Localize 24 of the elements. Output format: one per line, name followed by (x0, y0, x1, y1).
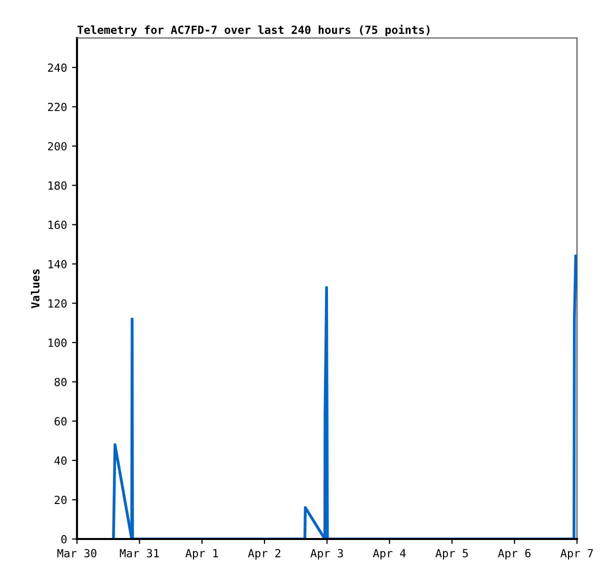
y-tick-label: 120 (48, 299, 67, 308)
y-tick-label: 180 (48, 181, 67, 190)
y-tick-label: 160 (48, 220, 67, 230)
y-tick-label: 60 (54, 417, 67, 426)
y-tick-label: 0 (61, 535, 67, 544)
x-tick-label: Apr 4 (372, 549, 406, 560)
y-tick-label: 140 (48, 260, 67, 268)
y-tick-label: 100 (48, 338, 67, 347)
chart-title: Telemetry for AC7FD-7 over last 240 hours (75 points) (77, 24, 430, 36)
x-tick-label: Mar 31 (120, 548, 159, 558)
x-tick-label: Apr 1 (185, 549, 218, 560)
y-tick-label: 240 (48, 63, 67, 72)
x-tick-label: Apr 2 (248, 548, 280, 560)
x-tick-label: Apr 3 (310, 548, 343, 560)
y-tick-label: 40 (54, 456, 67, 465)
x-tick-label: Mar 30 (57, 548, 96, 558)
x-tick-label: Apr 5 (435, 549, 468, 560)
x-tick-label: Apr 7 (560, 549, 593, 560)
y-axis-title: Values (30, 269, 40, 308)
y-tick-label: 200 (48, 142, 67, 150)
y-tick-label: 80 (54, 378, 67, 386)
x-tick-label: Apr 6 (498, 548, 531, 560)
y-tick-label: 20 (54, 496, 67, 504)
y-tick-label: 220 (48, 102, 67, 112)
